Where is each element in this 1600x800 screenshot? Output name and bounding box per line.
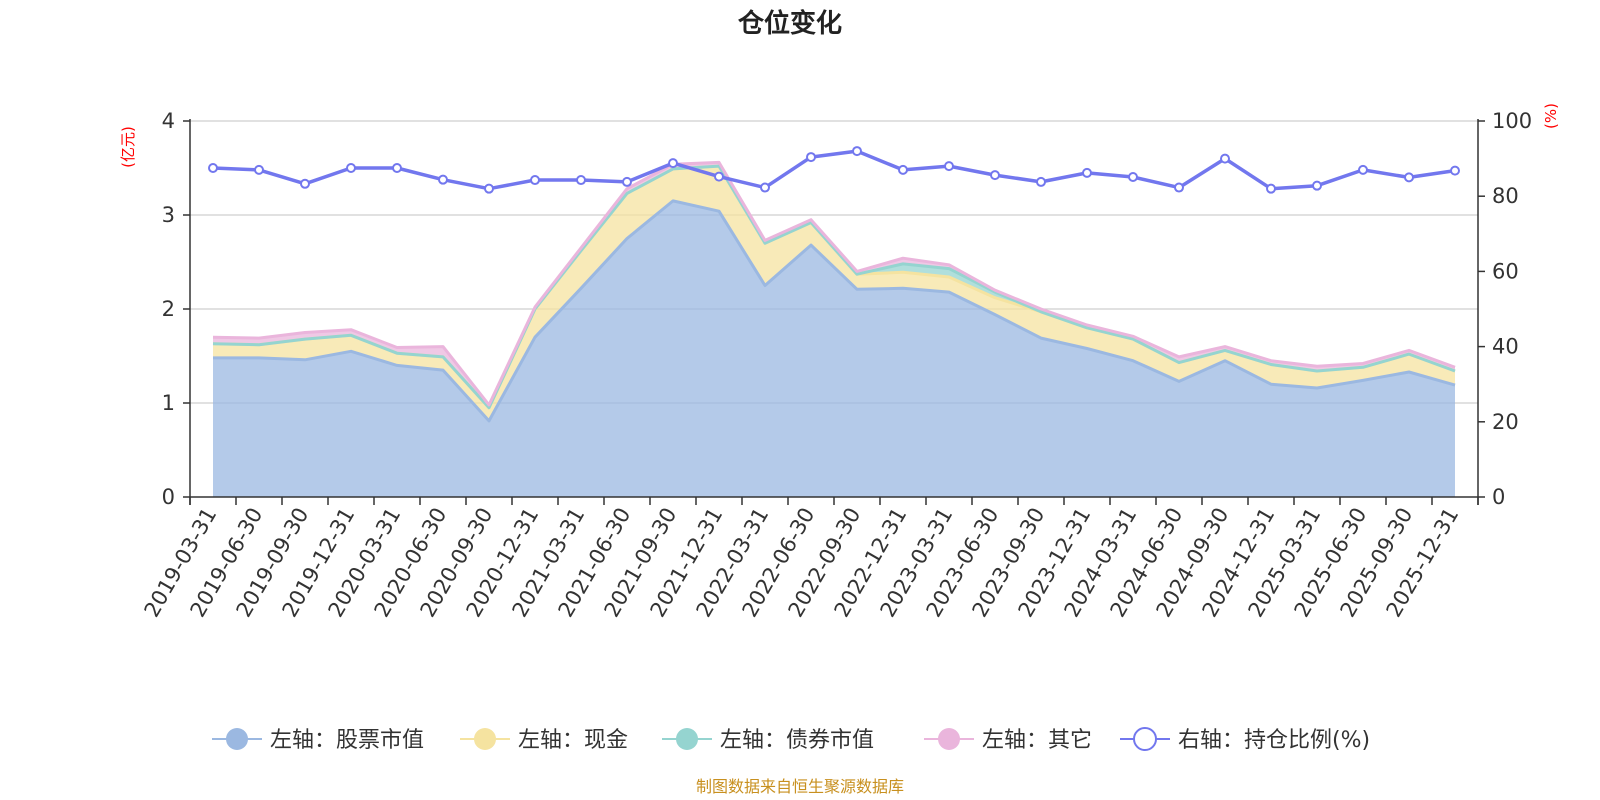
left-axis-unit: (亿元) [119,126,137,168]
ratio-point [806,152,816,163]
legend-marker [938,728,960,750]
left-tick-label: 1 [162,391,175,415]
legend-label: 左轴：其它 [982,728,1092,753]
ratio-point [668,158,678,169]
ratio-line [212,149,1456,191]
legend-marker [474,728,496,750]
ratio-point [944,161,954,172]
legend-label: 左轴：债券市值 [720,728,874,753]
ratio-point [760,182,770,193]
ratio-point [990,170,1000,181]
chart-title: 仓位变化 [737,8,842,39]
ratio-point [300,178,310,189]
ratio-point [898,164,908,175]
ratio-point [1404,172,1414,183]
legend-label: 左轴：现金 [518,728,628,753]
right-tick-label: 0 [1492,485,1505,509]
legend-marker [676,728,698,750]
ratio-point [1036,176,1046,187]
area-股票市值 [213,200,1455,497]
ratio-point [1220,153,1230,164]
right-axis-unit: (%) [1542,103,1560,129]
ratio-point [1128,172,1138,183]
ratio-point [1450,165,1460,176]
ratio-point [1082,167,1092,178]
legend-marker [226,728,248,750]
ratio-point [438,174,448,185]
left-tick-label: 4 [162,109,175,133]
area-top-line-其它 [212,160,1456,407]
legend-label: 右轴：持仓比例(%) [1178,728,1370,753]
ratio-point [484,183,494,194]
stacked-areas [212,160,1456,497]
left-tick-label: 2 [162,297,175,321]
legend-marker [1133,727,1157,751]
ratio-series [208,146,1460,194]
ratio-point [852,146,862,157]
ratio-point [714,171,724,182]
ratio-point [1312,180,1322,191]
right-tick-label: 80 [1492,184,1519,208]
right-tick-label: 20 [1492,410,1519,434]
ratio-point [346,163,356,173]
ratio-point [392,163,402,173]
left-tick-label: 3 [162,203,175,227]
ratio-point [254,164,264,175]
ratio-point [530,175,540,186]
right-tick-label: 100 [1492,109,1532,133]
area-top-line-股票市值 [213,199,1456,423]
source-note: 制图数据来自恒生聚源数据库 [696,777,904,796]
ratio-point [1358,164,1368,175]
left-tick-label: 0 [162,485,175,509]
ratio-point [208,163,218,173]
ratio-point [576,175,586,186]
right-tick-label: 60 [1492,259,1519,283]
legend-label: 左轴：股票市值 [270,728,424,753]
right-tick-label: 40 [1492,335,1519,359]
ratio-point [622,176,632,187]
ratio-point [1266,183,1276,194]
area-top-line-债券市值 [212,164,1456,410]
ratio-point [1174,182,1184,193]
legend: 左轴：股票市值 左轴：现金 左轴：债券市值 左轴：其它 右轴：持仓比例(%) [212,727,1370,753]
